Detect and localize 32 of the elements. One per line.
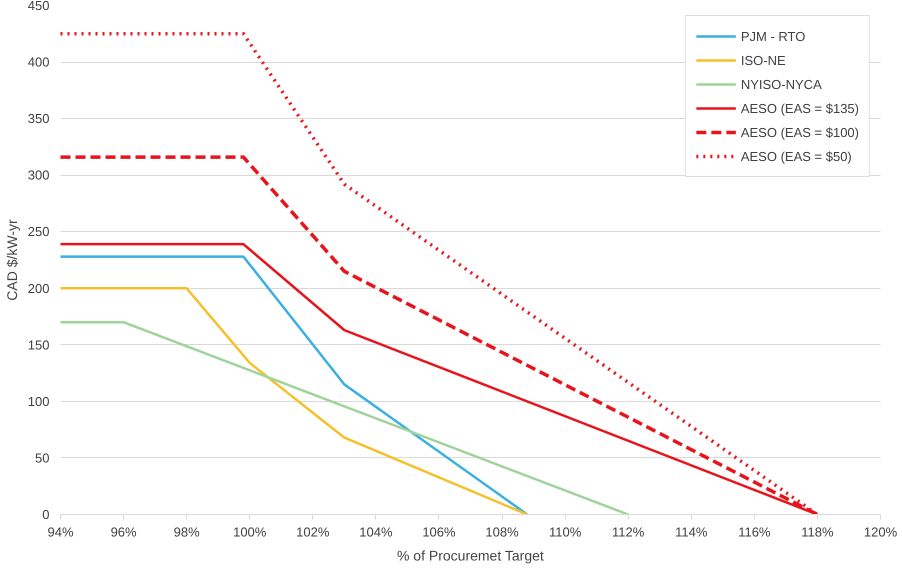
legend-label: AESO (EAS = $135) — [740, 100, 859, 116]
y-tick-label: 400 — [28, 54, 50, 70]
legend-label: NYISO-NYCA — [740, 76, 822, 92]
legend-label: AESO (EAS = $50) — [740, 148, 852, 164]
x-tick-label: 108% — [485, 524, 520, 540]
y-axis-title: CAD $/kW-yr — [4, 218, 20, 301]
x-tick-label: 120% — [864, 524, 898, 540]
y-tick-label: 0 — [42, 507, 50, 522]
x-tick-label: 114% — [675, 524, 708, 540]
y-tick-label: 50 — [35, 450, 50, 466]
x-tick-label: 110% — [548, 524, 582, 540]
y-tick-label: 200 — [28, 280, 50, 296]
x-tick-label: 104% — [359, 524, 393, 540]
legend-label: PJM - RTO — [740, 28, 806, 44]
x-tick-label: 98% — [174, 524, 200, 540]
x-tick-label: 96% — [110, 524, 138, 540]
x-tick-label: 100% — [233, 524, 267, 540]
x-tick-label: 112% — [612, 524, 645, 540]
x-tick-label: 116% — [738, 524, 771, 540]
y-tick-label: 100 — [28, 394, 50, 409]
x-tick-label: 118% — [801, 524, 834, 540]
y-tick-label: 250 — [28, 224, 50, 240]
y-tick-label: 150 — [28, 337, 50, 352]
x-tick-label: 102% — [296, 524, 330, 540]
x-tick-label: 106% — [422, 524, 456, 540]
x-tick-label: 94% — [47, 524, 74, 540]
legend-label: ISO-NE — [740, 52, 786, 68]
x-axis-title: % of Procuremet Target — [396, 548, 544, 564]
y-tick-label: 350 — [28, 111, 50, 126]
y-tick-label: 300 — [28, 168, 50, 183]
y-tick-label: 450 — [28, 0, 50, 13]
legend-label: AESO (EAS = $100) — [740, 124, 859, 140]
